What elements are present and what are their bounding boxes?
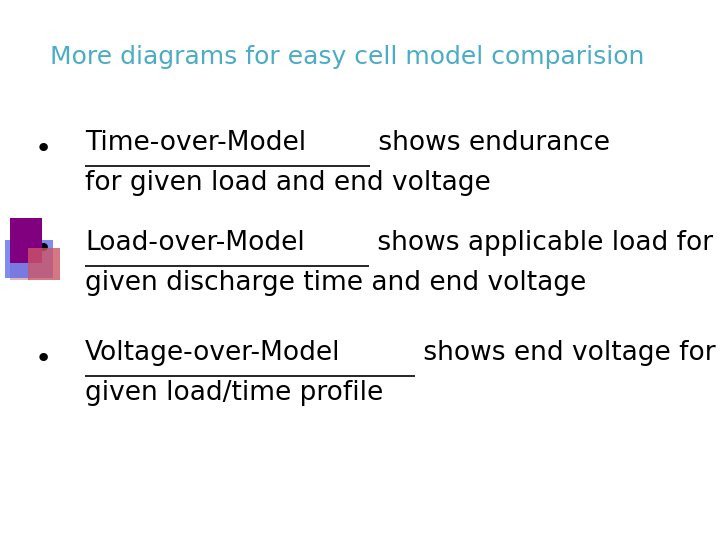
Bar xyxy=(5,240,53,278)
Text: Voltage-over-Model: Voltage-over-Model xyxy=(85,340,341,366)
Text: More diagrams for easy cell model comparision: More diagrams for easy cell model compar… xyxy=(50,45,644,69)
Text: given load/time profile: given load/time profile xyxy=(85,380,383,406)
Bar xyxy=(10,258,30,280)
Bar xyxy=(10,218,42,263)
Text: Load-over-Model: Load-over-Model xyxy=(85,230,305,256)
Text: shows endurance: shows endurance xyxy=(370,130,611,156)
Text: •: • xyxy=(35,135,53,163)
Text: •: • xyxy=(35,345,53,373)
Text: given discharge time and end voltage: given discharge time and end voltage xyxy=(85,270,586,296)
Text: for given load and end voltage: for given load and end voltage xyxy=(85,170,491,196)
Text: shows end voltage for: shows end voltage for xyxy=(415,340,715,366)
Bar xyxy=(28,248,60,280)
Text: •: • xyxy=(35,235,53,263)
Text: shows applicable load for: shows applicable load for xyxy=(369,230,713,256)
Text: Time-over-Model: Time-over-Model xyxy=(85,130,306,156)
